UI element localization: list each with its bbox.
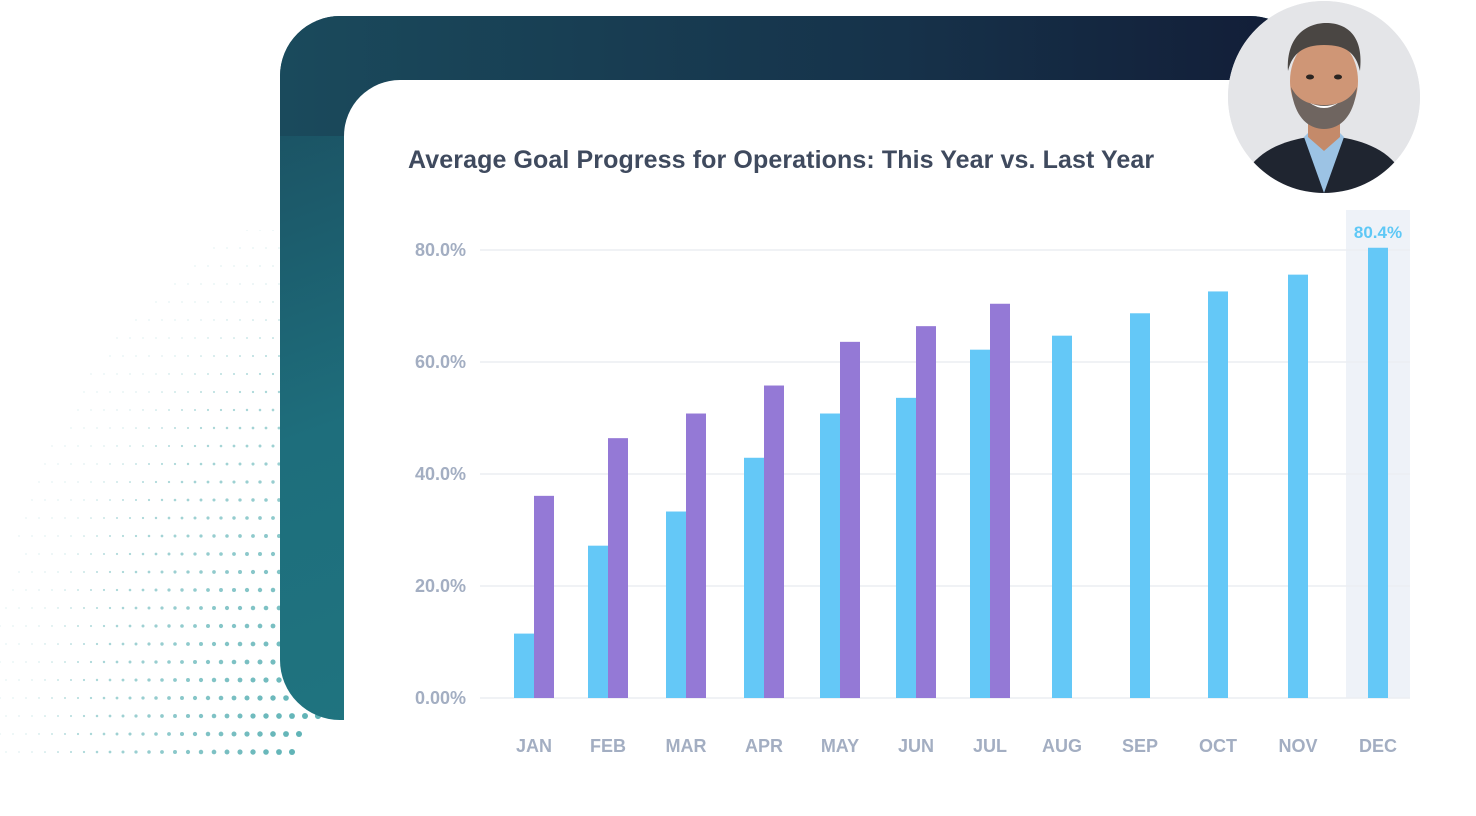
x-tick-label: MAY	[821, 736, 859, 756]
y-tick-label: 60.0%	[415, 352, 466, 372]
user-avatar	[1228, 1, 1420, 193]
bar-last-year	[534, 495, 554, 698]
y-tick-label: 80.0%	[415, 240, 466, 260]
bar-last-year	[916, 326, 936, 698]
x-tick-label: APR	[745, 736, 783, 756]
bar-last-year	[764, 385, 784, 698]
bar-last-year	[686, 413, 706, 698]
y-tick-label: 40.0%	[415, 464, 466, 484]
bar-last-year	[608, 438, 628, 698]
bar-this-year	[588, 545, 608, 698]
x-tick-label: DEC	[1359, 736, 1397, 756]
y-tick-label: 0.00%	[415, 688, 466, 708]
bar-this-year	[1130, 313, 1150, 698]
x-tick-label: NOV	[1278, 736, 1317, 756]
bar-this-year	[1368, 247, 1388, 698]
x-tick-label: AUG	[1042, 736, 1082, 756]
x-tick-label: MAR	[666, 736, 707, 756]
bar-this-year	[1208, 291, 1228, 698]
bar-this-year	[1052, 335, 1072, 698]
bar-this-year	[820, 413, 840, 698]
chart-title: Average Goal Progress for Operations: Th…	[408, 146, 1155, 174]
x-tick-label: FEB	[590, 736, 626, 756]
x-tick-label: JAN	[516, 736, 552, 756]
x-tick-label: OCT	[1199, 736, 1237, 756]
person-photo-icon	[1228, 1, 1420, 193]
y-tick-label: 20.0%	[415, 576, 466, 596]
x-tick-label: SEP	[1122, 736, 1158, 756]
bar-last-year	[840, 341, 860, 698]
bar-this-year	[666, 511, 686, 698]
bar-this-year	[1288, 274, 1308, 698]
bar-this-year	[896, 397, 916, 698]
bar-this-year	[970, 349, 990, 698]
data-label: 80.4%	[1354, 223, 1402, 242]
x-tick-label: JUN	[898, 736, 934, 756]
bar-this-year	[514, 633, 534, 698]
bar-this-year	[744, 457, 764, 698]
bar-last-year	[990, 303, 1010, 698]
x-tick-label: JUL	[973, 736, 1007, 756]
